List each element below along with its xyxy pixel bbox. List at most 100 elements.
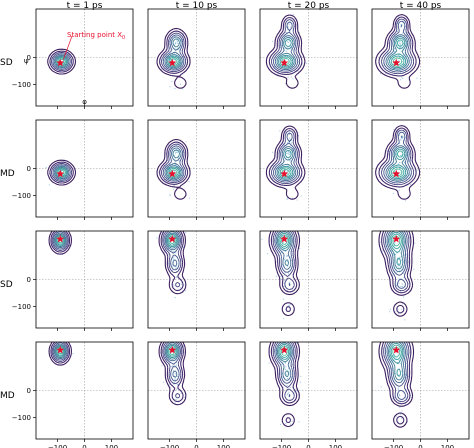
panel-r1-c2 (259, 119, 358, 220)
contour-line (163, 231, 181, 271)
sample-point (180, 392, 182, 395)
sample-point (174, 42, 176, 45)
sample-point (176, 388, 178, 390)
sample-point (402, 171, 404, 173)
sample-point (397, 265, 399, 267)
sample-point (408, 345, 410, 347)
contour-line (161, 32, 187, 73)
contour-line (375, 14, 421, 89)
sample-point (174, 297, 176, 299)
contour-line (276, 148, 295, 180)
panel-r2-c0: 0 −100 (12, 230, 134, 331)
contour-line (275, 342, 293, 381)
psi-symbol: ψ (24, 57, 29, 65)
sample-point (305, 72, 307, 74)
sample-point (156, 237, 158, 239)
sample-point (285, 255, 287, 257)
contour-line (165, 149, 182, 180)
sample-point (175, 252, 177, 254)
sample-point (284, 362, 286, 364)
sample-point (272, 40, 274, 42)
sample-point (285, 31, 287, 34)
sample-point (399, 362, 401, 365)
sample-point (289, 26, 292, 28)
sample-point (392, 158, 394, 160)
contour-line (273, 132, 299, 183)
contour-line (159, 141, 189, 185)
sample-point (401, 286, 404, 288)
y-tick-label: 0 (27, 276, 31, 284)
sample-point (289, 386, 291, 389)
sample-point (182, 345, 185, 347)
contour-line (167, 345, 178, 359)
contour-line (268, 231, 301, 317)
sample-point (287, 153, 289, 155)
sample-point (292, 78, 294, 80)
sample-point (193, 167, 195, 169)
sample-point (281, 373, 283, 375)
sample-point (401, 339, 402, 340)
x-tick-label: −100 (160, 444, 179, 448)
contour-line (161, 143, 187, 184)
starting-point-star (392, 345, 401, 354)
sample-point (277, 73, 279, 75)
contour-line (390, 344, 402, 361)
x-tick-label: 0 (82, 444, 86, 448)
contour-line (162, 342, 183, 399)
panel-r2-c1 (147, 230, 246, 331)
sample-point (280, 251, 282, 254)
sample-point (396, 285, 398, 287)
sample-point (291, 420, 293, 422)
sample-point (392, 192, 394, 195)
sample-point (282, 298, 285, 300)
contour-line (388, 231, 405, 270)
sample-point (185, 290, 187, 292)
annotation-subscript: 0 (122, 35, 125, 41)
contour-line (54, 55, 69, 68)
sample-point (289, 46, 291, 48)
contour-line (387, 36, 408, 70)
sample-point (288, 305, 290, 307)
sample-point (284, 259, 286, 261)
sample-point (400, 259, 402, 261)
sample-point (188, 197, 191, 199)
sample-point (287, 142, 289, 144)
sample-point (396, 30, 398, 33)
sample-point (280, 340, 281, 341)
contour-line (270, 342, 298, 424)
sample-point (279, 228, 280, 229)
column-title: t = 40 ps (400, 1, 442, 11)
contour-line (278, 232, 291, 249)
sample-point (283, 242, 285, 244)
sample-point (284, 83, 286, 85)
sample-point (280, 59, 282, 61)
sample-point (399, 252, 402, 254)
contour-line (389, 37, 407, 69)
row-label: SD (0, 58, 13, 68)
contour-line (162, 231, 183, 288)
panel-r0-c2: t = 20 ps (259, 1, 358, 109)
contour-line (274, 35, 297, 71)
contour-line (277, 342, 292, 378)
sample-point (284, 280, 286, 282)
sample-point (405, 339, 406, 340)
panel-r3-c0: 0 −100 −100 0 100 (12, 341, 134, 448)
sample-point (286, 378, 288, 380)
sample-point (397, 387, 399, 389)
starting-point-star (168, 169, 177, 178)
contour-line (50, 231, 71, 253)
sample-point (298, 135, 300, 137)
sample-point (300, 195, 302, 197)
y-tick-label: −100 (12, 414, 31, 422)
sample-point (182, 88, 184, 90)
panel-r3-c3: −100 0 100 (371, 339, 470, 448)
contour-line (268, 342, 301, 428)
contour-line (52, 53, 71, 70)
sample-point (393, 240, 395, 242)
sample-point (286, 40, 288, 43)
sample-point (290, 142, 292, 144)
contour-line (273, 21, 299, 72)
sample-point (397, 171, 399, 173)
sample-point (171, 80, 173, 83)
sample-point (161, 365, 163, 367)
